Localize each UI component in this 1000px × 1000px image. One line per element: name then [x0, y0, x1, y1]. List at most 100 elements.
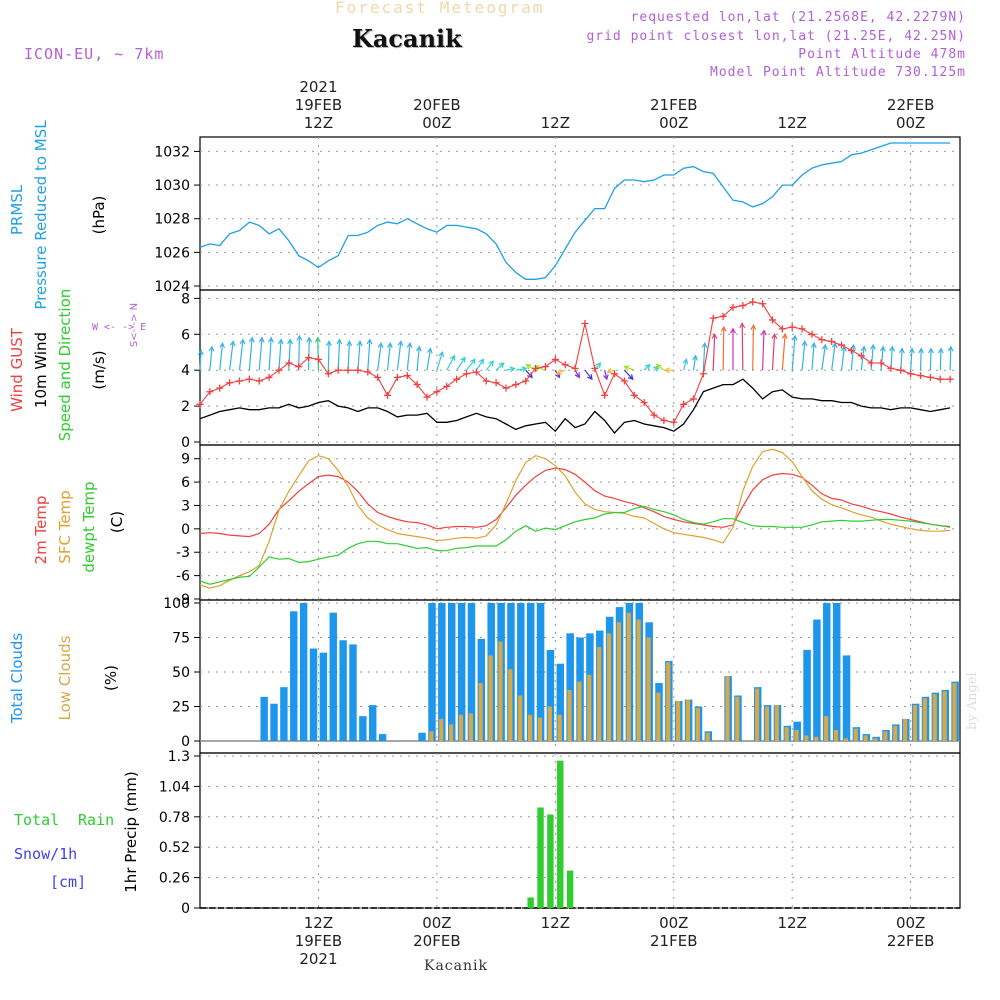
wind-arrow	[947, 345, 954, 371]
gust-line-marker	[275, 366, 283, 374]
wind-ytick-label: 0	[181, 435, 190, 451]
product-title: Forecast Meteogram	[335, 0, 545, 17]
wind-arrow-shaft	[426, 348, 432, 371]
total-cloud-edge	[502, 603, 505, 741]
wind-arrow-head	[627, 374, 634, 381]
gust-line-marker	[443, 382, 451, 390]
bottom-hour-label: 00Z	[896, 914, 925, 932]
wind-arrow	[446, 354, 456, 371]
gust-line-marker	[897, 366, 905, 374]
low-cloud-bar	[439, 718, 445, 741]
wind-arrow-head	[771, 332, 778, 339]
bottom-hour-label: 00Z	[422, 914, 451, 932]
wind-arrow-head	[908, 347, 915, 354]
wind-frame	[199, 289, 961, 446]
wind-arrow-shaft	[623, 369, 634, 380]
temperature-ytick-label: -3	[176, 545, 190, 561]
gust-line-marker	[512, 381, 520, 389]
wind-arrow-head	[870, 343, 876, 350]
top-hour-label: 12Z	[778, 114, 807, 132]
wind-arrow-head	[478, 358, 485, 365]
wind-arrow-shaft	[248, 337, 253, 371]
gust-line-marker	[541, 363, 549, 371]
wind-arrow-shaft	[396, 341, 402, 371]
clouds-ytick-label: 0	[181, 734, 190, 750]
wind-arrow-head	[947, 345, 954, 352]
wind-arrow	[739, 322, 746, 371]
pressure-frame	[199, 136, 961, 291]
total-cloud-bar	[349, 644, 357, 741]
bottom-year-label: 2021	[299, 950, 337, 968]
top-date-label: 21FEB	[650, 96, 697, 114]
wind-arrow	[821, 343, 828, 371]
low-cloud-bar	[537, 717, 544, 741]
low-cloud-bar	[695, 707, 702, 741]
top-year-label: 2021	[299, 78, 337, 96]
temperature-ytick-label: 3	[181, 498, 190, 514]
wind-arrow-shaft	[416, 346, 420, 371]
total-cloud-bar	[418, 732, 426, 741]
gust-line-marker	[403, 372, 411, 380]
wind-arrow	[248, 336, 255, 371]
wind-arrow-shaft	[801, 341, 806, 371]
precip-label-snow: Snow/1h	[14, 845, 77, 863]
wind-arrow-head	[470, 358, 476, 365]
top-hour-label: 00Z	[896, 114, 925, 132]
pressure-ytick-label: 1030	[154, 178, 190, 194]
gust-line-marker	[206, 388, 214, 396]
wind-arrow-head	[356, 340, 363, 347]
clouds-ytick-label: 50	[172, 665, 190, 681]
total-cloud-edge	[769, 705, 772, 741]
wind-arrow	[436, 350, 445, 371]
wind-arrow-head	[438, 350, 445, 358]
precip-ylabel: 1hr Precip (mm)	[122, 771, 140, 892]
total-cloud-edge	[867, 734, 870, 741]
wind-arrow-head	[602, 374, 609, 381]
wind-arrow-head	[760, 329, 767, 336]
total-cloud-bar	[290, 611, 298, 741]
total-cloud-edge	[808, 649, 811, 741]
wind-arrow-shaft	[268, 337, 272, 371]
gust-line-marker	[561, 361, 569, 369]
wind-arrow	[277, 338, 284, 371]
wind-arrow-shaft	[771, 334, 776, 371]
wind-arrow-head	[498, 362, 505, 368]
wind-arrow-head	[287, 338, 293, 345]
gust-line-marker	[364, 368, 372, 376]
low-cloud-bar	[468, 713, 475, 741]
wind-arrow-head	[595, 362, 602, 369]
wind-arrow-shaft	[534, 366, 546, 371]
wind-arrow	[840, 345, 847, 371]
compass-ns: S<- -> N	[129, 303, 140, 347]
wind-arrow-head	[739, 322, 746, 329]
wind-arrow	[336, 338, 343, 371]
total-cloud-edge	[650, 622, 653, 741]
clouds-label-total: Total Clouds	[8, 633, 26, 725]
wind-arrow-shaft	[584, 369, 593, 380]
low-cloud-bar	[804, 735, 810, 741]
rain-bar	[547, 814, 554, 908]
wind-arrow-shaft	[556, 369, 566, 375]
low-cloud-bar	[429, 731, 435, 741]
wind-label-10m: 10m Wind	[32, 332, 50, 408]
wind-arrow-head	[346, 340, 353, 347]
bottom-date-label: 21FEB	[650, 932, 697, 950]
wind-arrow-head	[574, 372, 580, 379]
watermark-text: by Angel	[965, 672, 980, 730]
gust-line-marker	[670, 418, 678, 426]
low-cloud-bar	[774, 705, 781, 741]
total-cloud-edge	[857, 727, 861, 741]
wind-arrow-shaft	[456, 357, 466, 371]
gust-line-marker	[601, 391, 609, 399]
gust-line-marker	[571, 364, 579, 372]
low-cloud-bar	[656, 692, 662, 741]
low-cloud-bar	[705, 732, 712, 741]
wind-arrow	[515, 366, 528, 372]
wind-arrow	[584, 369, 593, 381]
gust-line-marker	[650, 411, 658, 419]
gust-line-marker	[946, 375, 954, 383]
low-cloud-bar	[735, 696, 741, 741]
low-cloud-bar	[577, 681, 583, 741]
gust-line-marker	[344, 366, 352, 374]
